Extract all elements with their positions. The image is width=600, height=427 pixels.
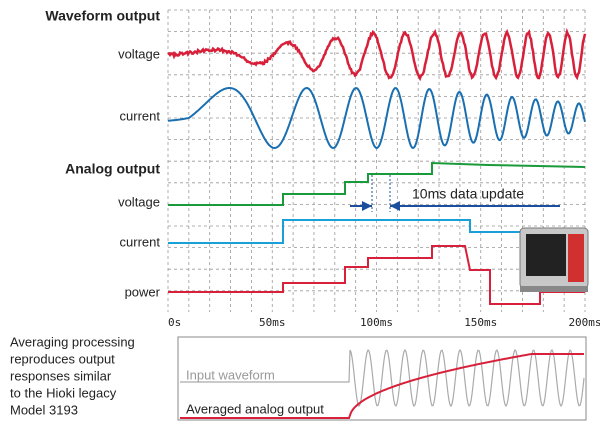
trace-label: current [120,108,161,123]
caption-line: Model 3193 [10,402,78,417]
instrument-image [520,228,588,292]
x-tick-label: 150ms [464,316,497,329]
trace-label: voltage [118,46,160,61]
annotation: 10ms data update [412,186,524,202]
arrowhead [362,201,372,211]
x-tick-label: 100ms [360,316,393,329]
section-title: Waveform output [45,8,160,24]
caption-line: Averaging processing [10,334,135,349]
trace-label: power [125,284,161,299]
caption-line: reproduces output [10,351,115,366]
diagram: Waveform output voltage current Analog o… [0,0,600,427]
section-title: Analog output [65,161,160,177]
x-tick-label: 0s [168,316,181,329]
x-tick-label: 200ms [568,316,600,329]
trace-label: voltage [118,194,160,209]
inset-label: Input waveform [186,367,275,382]
arrowhead [390,201,400,211]
x-axis: 0s 50ms 100ms 150ms 200ms [168,316,600,329]
x-tick-label: 50ms [259,316,286,329]
caption: Averaging processing reproduces output res… [10,334,135,417]
inset-label: Averaged analog output [186,401,324,416]
caption-line: responses similar [10,368,112,383]
trace-label: current [120,234,161,249]
caption-line: to the Hioki legacy [10,385,117,400]
